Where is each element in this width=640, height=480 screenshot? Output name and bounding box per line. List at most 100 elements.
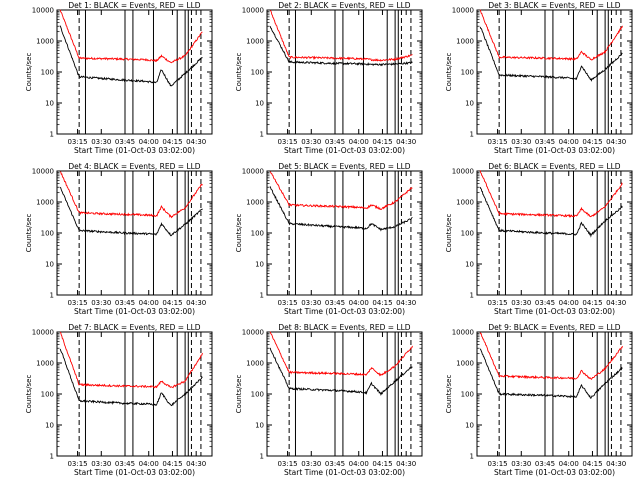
x-tick-label: 03:30 [511, 138, 531, 146]
x-axis-label: Start Time (01-Oct-03 03:02:00) [74, 146, 195, 155]
x-tick-label: 03:15 [487, 460, 507, 468]
y-tick-label: 10 [45, 261, 54, 269]
panel-title: Det 6: BLACK = Events, RED = LLD [488, 162, 620, 171]
y-tick-label: 1000 [36, 360, 54, 368]
x-tick-label: 04:30 [396, 299, 416, 307]
x-tick-label: 03:15 [67, 299, 87, 307]
y-tick-label: 10 [45, 422, 54, 430]
x-tick-label: 04:15 [582, 460, 602, 468]
series-events-line [59, 186, 203, 237]
x-tick-label: 03:15 [277, 460, 297, 468]
y-axis-label: Counts/sec [25, 375, 33, 414]
series-lld-line [269, 171, 413, 210]
x-tick-label: 04:00 [559, 138, 579, 146]
y-tick-label: 1000 [246, 360, 264, 368]
y-axis-label: Counts/sec [235, 375, 243, 414]
x-tick-label: 03:15 [487, 138, 507, 146]
x-tick-label: 03:45 [535, 299, 555, 307]
y-tick-label: 10 [45, 100, 54, 108]
series-lld-line [59, 331, 203, 389]
panel-6: Det 6: BLACK = Events, RED = LLD 1 10 100 10… [445, 162, 633, 316]
panel-7: Det 7: BLACK = Events, RED = LLD 1 10 100 10… [25, 323, 213, 477]
x-tick-label: 03:45 [115, 299, 135, 307]
series-lld-line [269, 331, 413, 377]
x-tick-label: 03:45 [535, 460, 555, 468]
x-tick-label: 04:15 [582, 138, 602, 146]
x-axis-label: Start Time (01-Oct-03 03:02:00) [494, 146, 615, 155]
y-axis-label: Counts/sec [445, 214, 453, 253]
x-axis-label: Start Time (01-Oct-03 03:02:00) [284, 307, 405, 316]
x-tick-label: 04:15 [162, 460, 182, 468]
series-lld-line [59, 9, 203, 64]
x-tick-label: 03:45 [535, 138, 555, 146]
panel-title: Det 4: BLACK = Events, RED = LLD [68, 162, 200, 171]
panel-5: Det 5: BLACK = Events, RED = LLD 1 10 100 10… [235, 162, 423, 316]
y-tick-label: 10000 [242, 168, 264, 176]
y-tick-label: 100 [461, 69, 474, 77]
x-tick-label: 03:30 [91, 460, 111, 468]
x-axis-label: Start Time (01-Oct-03 03:02:00) [494, 468, 615, 477]
x-tick-label: 04:15 [582, 299, 602, 307]
panel-title: Det 7: BLACK = Events, RED = LLD [68, 323, 200, 332]
x-tick-label: 03:15 [67, 138, 87, 146]
panel-8: Det 8: BLACK = Events, RED = LLD 1 10 100 10… [235, 323, 423, 477]
panel-title: Det 9: BLACK = Events, RED = LLD [488, 323, 620, 332]
x-tick-label: 04:00 [349, 460, 369, 468]
y-tick-label: 1 [260, 131, 264, 139]
y-tick-label: 1000 [456, 38, 474, 46]
x-tick-label: 04:00 [139, 460, 159, 468]
x-tick-label: 04:30 [606, 299, 626, 307]
panel-title: Det 1: BLACK = Events, RED = LLD [68, 1, 200, 10]
x-tick-label: 04:15 [372, 299, 392, 307]
panel-title: Det 2: BLACK = Events, RED = LLD [278, 1, 410, 10]
y-tick-label: 10 [465, 100, 474, 108]
y-tick-label: 10000 [452, 168, 474, 176]
x-tick-label: 03:15 [277, 299, 297, 307]
y-axis-label: Counts/sec [445, 375, 453, 414]
series-events-line [59, 25, 203, 87]
y-tick-label: 10000 [452, 329, 474, 337]
x-axis-label: Start Time (01-Oct-03 03:02:00) [74, 468, 195, 477]
series-lld-line [479, 9, 623, 61]
y-axis-label: Counts/sec [235, 53, 243, 92]
y-tick-label: 10 [465, 422, 474, 430]
panel-4: Det 4: BLACK = Events, RED = LLD 1 10 100 10… [25, 162, 213, 316]
x-tick-label: 04:30 [606, 138, 626, 146]
panel-title: Det 3: BLACK = Events, RED = LLD [488, 1, 620, 10]
series-lld-line [269, 10, 413, 62]
x-tick-label: 04:00 [559, 299, 579, 307]
y-tick-label: 100 [251, 69, 264, 77]
y-tick-label: 1000 [36, 199, 54, 207]
y-tick-label: 1000 [246, 199, 264, 207]
series-lld-line [479, 170, 623, 218]
y-tick-label: 100 [461, 391, 474, 399]
x-tick-label: 03:30 [91, 138, 111, 146]
series-events-line [269, 186, 413, 232]
y-tick-label: 10 [255, 100, 264, 108]
y-tick-label: 100 [41, 230, 54, 238]
series-events-line [59, 348, 203, 407]
y-tick-label: 1000 [246, 38, 264, 46]
x-axis-label: Start Time (01-Oct-03 03:02:00) [494, 307, 615, 316]
y-tick-label: 1 [50, 453, 54, 461]
x-tick-label: 03:15 [487, 299, 507, 307]
series-events-line [479, 186, 623, 238]
x-tick-label: 04:00 [559, 460, 579, 468]
x-tick-label: 03:30 [91, 299, 111, 307]
y-tick-label: 1000 [456, 199, 474, 207]
x-axis-label: Start Time (01-Oct-03 03:02:00) [284, 468, 405, 477]
panel-2: Det 2: BLACK = Events, RED = LLD 1 10 100 10… [235, 1, 423, 155]
series-events-line [269, 347, 413, 397]
y-tick-label: 100 [461, 230, 474, 238]
panel-9: Det 9: BLACK = Events, RED = LLD 1 10 100 10… [445, 323, 633, 477]
y-axis-label: Counts/sec [25, 53, 33, 92]
x-tick-label: 04:30 [396, 138, 416, 146]
x-axis-label: Start Time (01-Oct-03 03:02:00) [74, 307, 195, 316]
y-tick-label: 1000 [36, 38, 54, 46]
series-lld-line [479, 332, 623, 380]
x-tick-label: 03:30 [301, 460, 321, 468]
y-tick-label: 1000 [456, 360, 474, 368]
x-tick-label: 03:45 [325, 460, 345, 468]
y-tick-label: 100 [251, 391, 264, 399]
